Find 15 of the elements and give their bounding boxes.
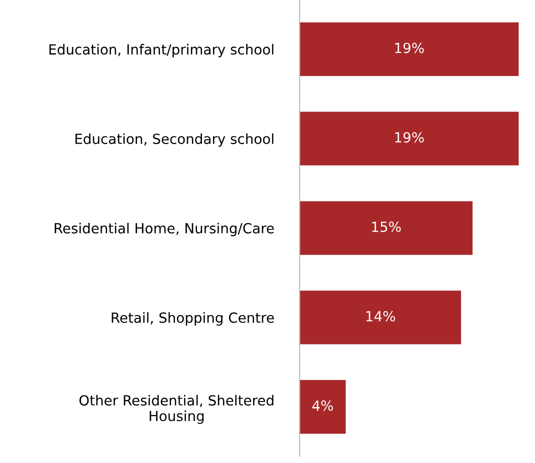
- data-label: 19%: [395, 42, 424, 54]
- bar: [300, 201, 473, 255]
- y-tick-label: Education, Infant/primary school: [49, 44, 274, 58]
- y-tick-label: Residential Home, Nursing/Care: [54, 222, 274, 236]
- data-label: 14%: [366, 310, 395, 322]
- data-label: 4%: [312, 400, 333, 411]
- bar: [300, 112, 519, 166]
- bar: [300, 380, 346, 434]
- y-tick-label: Retail, Shopping Centre: [112, 312, 274, 326]
- y-tick-label: Other Residential, Sheltered Housing: [79, 394, 274, 424]
- data-label: 19%: [395, 132, 424, 143]
- y-tick-label: Education, Secondary school: [75, 133, 274, 147]
- data-label: 15%: [372, 222, 401, 232]
- bar: [300, 290, 462, 344]
- bar: [300, 22, 519, 76]
